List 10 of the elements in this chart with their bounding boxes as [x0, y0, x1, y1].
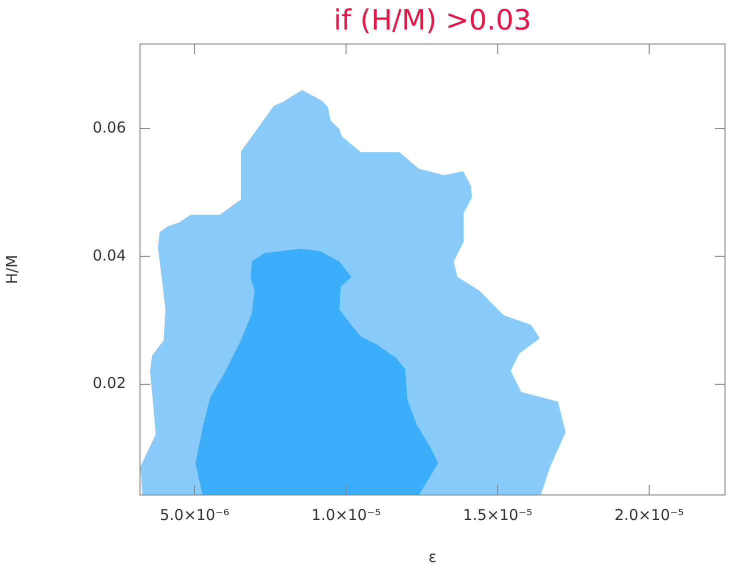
x-tick-label: 1.0×10⁻⁵	[311, 506, 381, 524]
chart-title: if (H/M) >0.03	[334, 3, 532, 36]
y-tick-label: 0.04	[92, 246, 126, 264]
y-axis-title: H/M	[2, 254, 21, 284]
x-axis-title: ε	[428, 548, 437, 566]
y-tick-label: 0.02	[92, 374, 126, 392]
x-tick-label: 5.0×10⁻⁶	[160, 506, 230, 524]
x-tick-label: 1.5×10⁻⁵	[462, 506, 532, 524]
y-tick-label: 0.06	[92, 118, 126, 136]
x-tick-label: 2.0×10⁻⁵	[614, 506, 684, 524]
